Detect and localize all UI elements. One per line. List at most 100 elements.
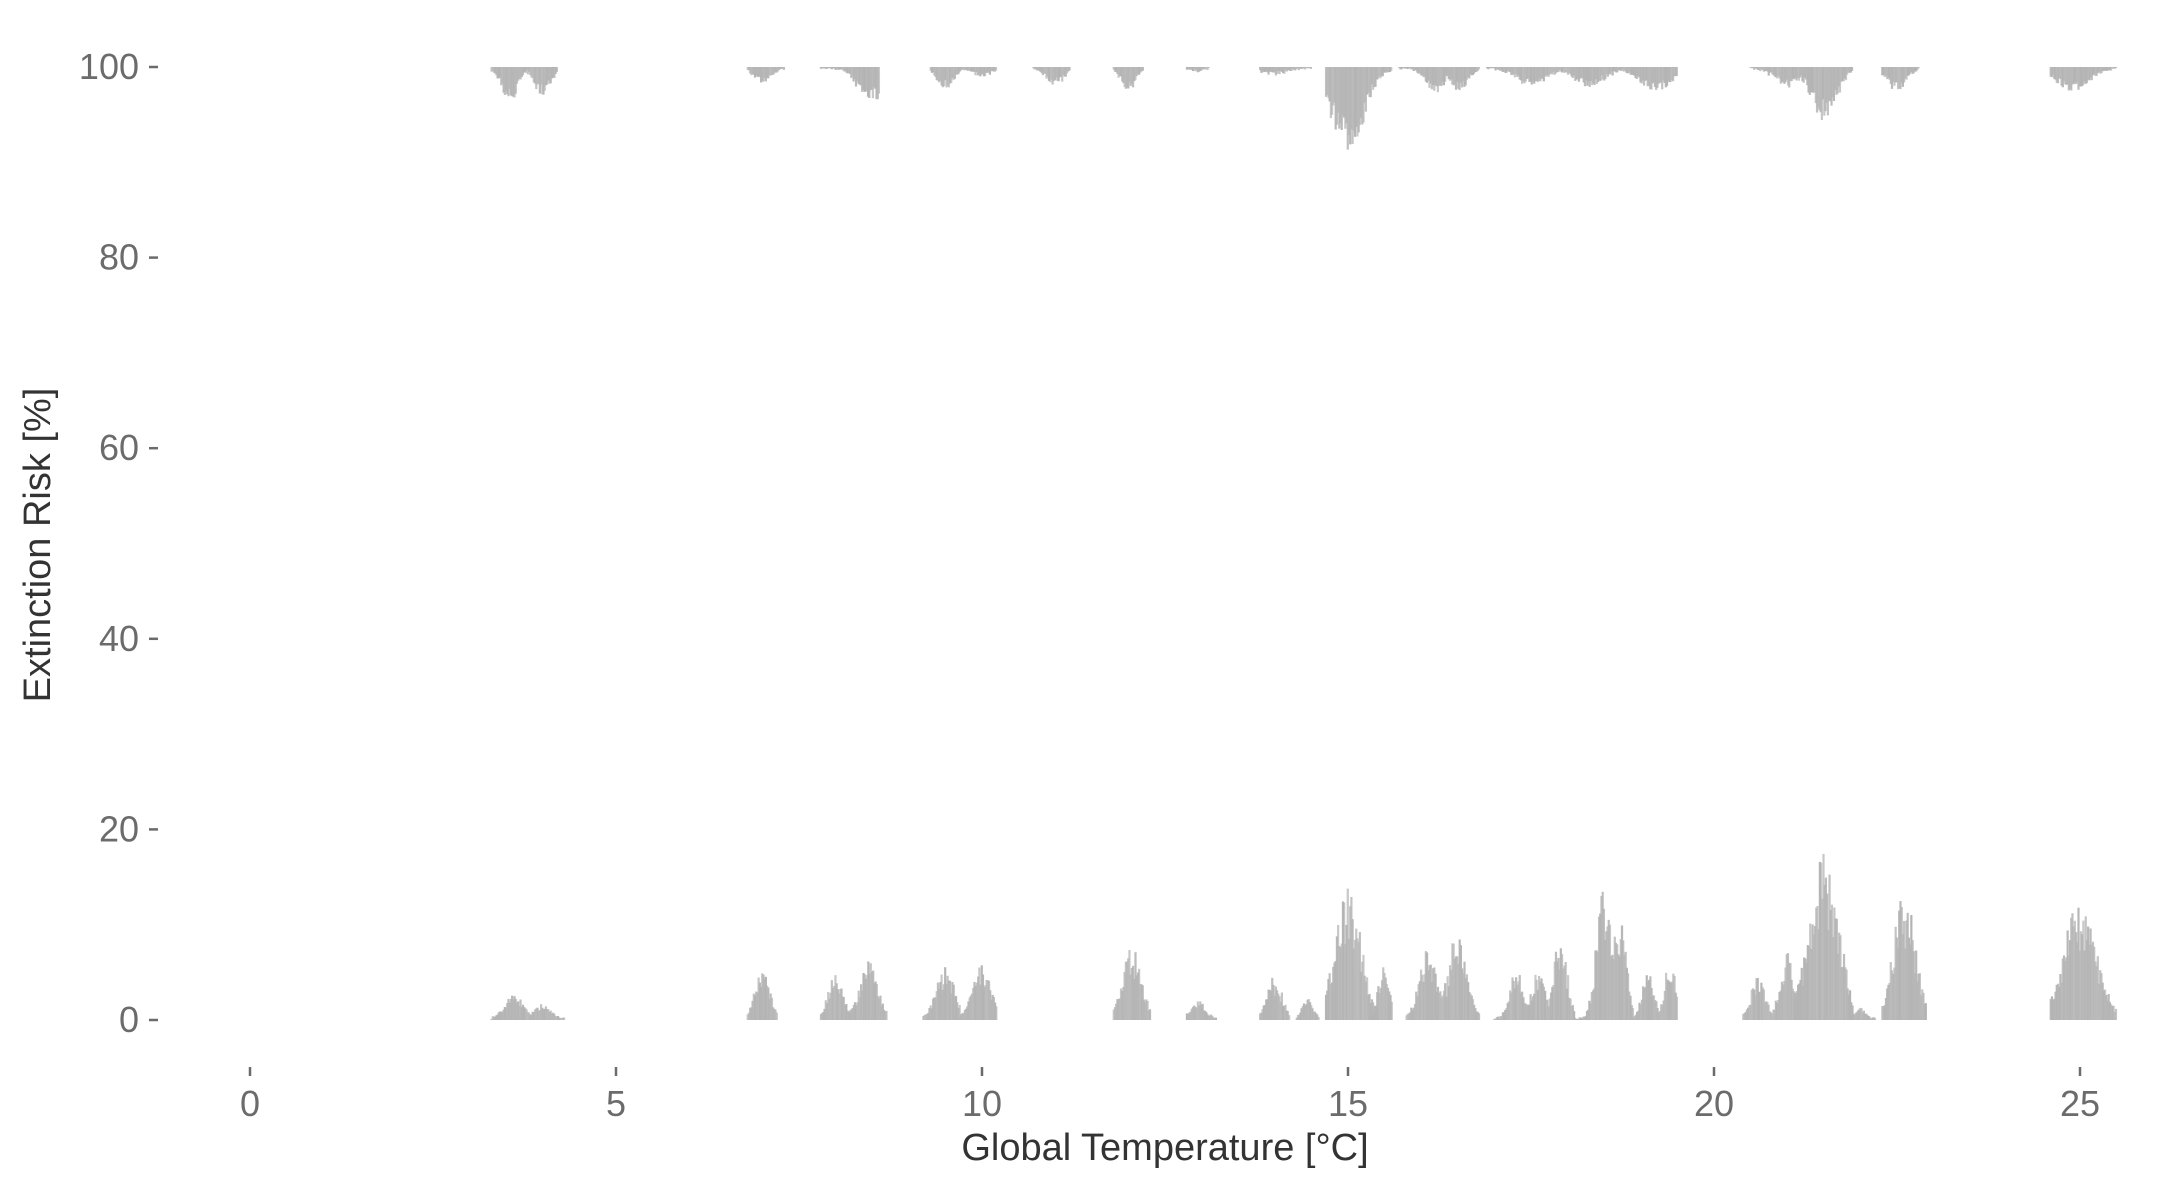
extinct-bar	[504, 67, 508, 92]
extinct-bar	[1423, 67, 1426, 78]
extinct-bar	[1811, 67, 1814, 92]
risk-bar	[2085, 940, 2089, 1020]
extinct-bar	[1605, 67, 1608, 75]
risk-bar	[538, 1010, 541, 1020]
risk-bar	[1569, 998, 1572, 1020]
risk-bar	[1888, 982, 1891, 1020]
risk-bar	[1510, 992, 1513, 1020]
risk-bar	[1423, 974, 1426, 1020]
extinct-bar	[825, 67, 829, 69]
extinct-bar	[1053, 67, 1057, 81]
risk-bar	[1579, 1017, 1583, 1020]
risk-bar	[1376, 992, 1379, 1020]
extinct-bar	[2081, 67, 2084, 87]
risk-bar	[1356, 938, 1359, 1020]
risk-bar	[941, 989, 944, 1020]
risk-bar	[1429, 964, 1432, 1020]
extinct-bar	[1374, 67, 1377, 87]
risk-bar	[1591, 990, 1595, 1020]
extinct-bar	[1450, 67, 1453, 80]
risk-bar	[978, 967, 981, 1020]
risk-bar	[1187, 1014, 1190, 1020]
extinct-bar	[1338, 67, 1341, 129]
extinct-bar-cluster	[2049, 67, 2118, 91]
extinct-bar	[831, 67, 835, 69]
extinct-bar	[752, 67, 755, 75]
extinct-bar	[1757, 67, 1761, 70]
extinct-bar	[1384, 67, 1387, 73]
risk-bar	[989, 990, 992, 1020]
extinct-bar	[1768, 67, 1772, 73]
risk-bar	[1470, 995, 1473, 1020]
risk-bar	[1890, 970, 1894, 1020]
extinct-bar	[1614, 67, 1617, 72]
extinct-bar	[1327, 67, 1330, 98]
risk-bar	[1119, 988, 1123, 1020]
risk-bar	[1806, 945, 1809, 1020]
risk-bar	[753, 995, 757, 1020]
extinct-bar	[1504, 67, 1507, 73]
extinct-bar	[1288, 67, 1291, 71]
extinct-bar	[1829, 67, 1832, 102]
risk-bar	[756, 992, 759, 1020]
risk-bar	[847, 1011, 850, 1020]
extinct-bar	[1473, 67, 1476, 74]
extinct-bar	[968, 67, 971, 70]
extinct-bar	[532, 67, 535, 83]
risk-bar	[1625, 967, 1628, 1020]
extinct-bar	[2096, 67, 2099, 74]
risk-bar	[1562, 968, 1565, 1020]
extinct-bar	[1040, 67, 1043, 74]
risk-bar	[2060, 982, 2063, 1020]
risk-bar	[1341, 901, 1345, 1020]
risk-bar	[1493, 1018, 1496, 1020]
risk-bar-cluster	[1324, 888, 1378, 1020]
risk-bar	[1463, 961, 1466, 1020]
extinct-bar	[1341, 67, 1345, 116]
risk-bar	[1201, 1003, 1204, 1020]
risk-bar	[842, 997, 846, 1020]
extinct-bar	[1776, 67, 1779, 79]
risk-bar	[1827, 930, 1830, 1020]
risk-bar	[1924, 1003, 1927, 1020]
risk-bar	[1272, 984, 1275, 1020]
risk-bar	[1613, 936, 1616, 1020]
risk-bar	[1617, 954, 1620, 1020]
risk-bar	[1556, 961, 1559, 1020]
risk-bar	[856, 1002, 859, 1020]
extinct-bar	[1629, 67, 1632, 75]
risk-bar	[769, 993, 772, 1020]
risk-bar	[1131, 965, 1135, 1020]
risk-bar	[1301, 1006, 1304, 1020]
risk-bar	[2112, 1005, 2115, 1020]
risk-bar	[1553, 961, 1556, 1020]
risk-bar	[1755, 978, 1758, 1020]
extinct-bar	[1358, 67, 1361, 126]
extinct-bar	[1621, 67, 1624, 70]
extinct-bar	[550, 67, 554, 79]
extinct-bar	[1576, 67, 1579, 79]
extinct-bar	[1476, 67, 1479, 71]
extinct-bar	[948, 67, 952, 84]
risk-bar	[1511, 977, 1514, 1020]
extinct-bar	[759, 67, 763, 83]
extinct-bar	[1778, 67, 1781, 79]
risk-bar	[1816, 906, 1819, 1020]
extinct-bar	[1906, 67, 1909, 76]
extinct-bar	[1032, 67, 1035, 69]
risk-bar	[1570, 1006, 1573, 1020]
risk-bar	[1533, 993, 1536, 1020]
extinct-bar	[1452, 67, 1455, 86]
extinct-bar	[1477, 67, 1481, 70]
extinct-bar	[1767, 67, 1770, 76]
risk-bar	[961, 1013, 964, 1020]
risk-bar	[868, 973, 871, 1020]
extinct-bar	[1537, 67, 1541, 79]
risk-bar	[1146, 1000, 1149, 1020]
risk-bar	[863, 974, 866, 1020]
risk-bar	[2110, 1004, 2113, 1020]
risk-bar	[1196, 1001, 1199, 1020]
extinct-bar	[1649, 67, 1652, 90]
extinct-bar	[1489, 67, 1492, 69]
